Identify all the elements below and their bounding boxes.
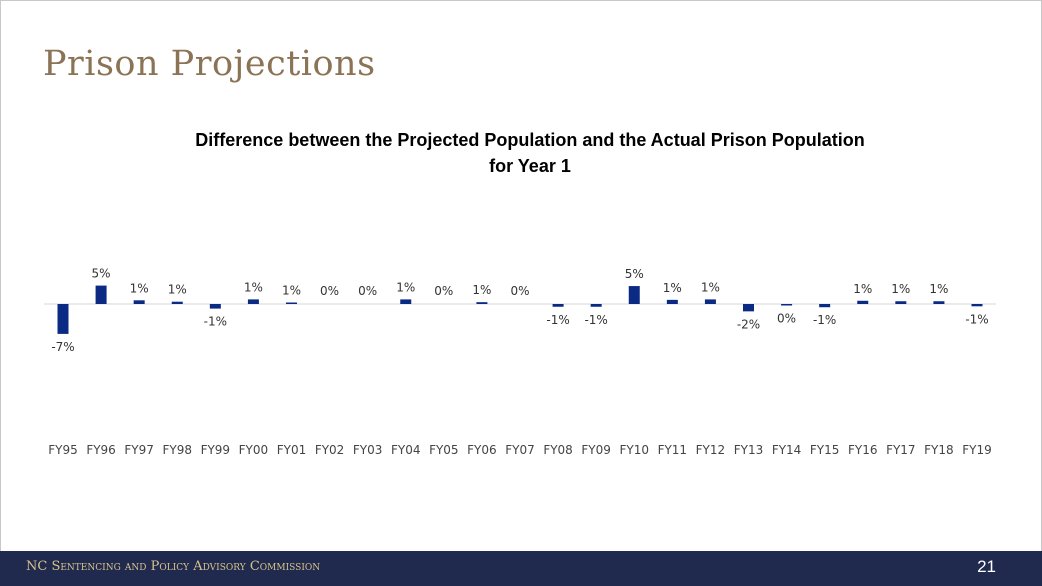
bar-fy13 [743, 304, 754, 312]
bar-fy18 [933, 301, 945, 304]
footer-organization: NC Sentencing and Policy Advisory Commis… [26, 559, 321, 574]
bar-chart: -7% FY95 5% FY96 1% FY97 1% FY98 -1% FY99 1% FY00 1%… [44, 267, 996, 457]
data-label-fy11: 1% [663, 281, 682, 295]
bar-fy95 [57, 304, 69, 334]
bar-fy99 [209, 304, 221, 309]
data-label-fy05: 0% [434, 284, 453, 298]
x-tick-fy08: FY08 [543, 443, 573, 457]
x-tick-fy15: FY15 [810, 443, 840, 457]
x-tick-fy17: FY17 [886, 443, 916, 457]
data-label-fy13: -2% [737, 317, 760, 331]
data-label-fy12: 1% [701, 280, 720, 294]
bar-fy96 [95, 285, 107, 304]
bar-fy17 [895, 301, 907, 304]
chart-title-line1: Difference between the Projected Populat… [195, 130, 865, 150]
data-label-fy98: 1% [168, 283, 187, 297]
x-tick-fy04: FY04 [391, 443, 421, 457]
data-label-fy97: 1% [130, 281, 149, 295]
bar-fy04 [400, 299, 412, 304]
x-tick-fy10: FY10 [619, 443, 649, 457]
data-label-fy10: 5% [625, 267, 644, 281]
bar-fy11 [666, 299, 678, 304]
bar-fy12 [704, 299, 716, 304]
x-tick-fy09: FY09 [581, 443, 611, 457]
page-number: 21 [977, 557, 996, 576]
bar-fy97 [133, 300, 145, 304]
x-tick-fy16: FY16 [848, 443, 878, 457]
x-tick-fy05: FY05 [429, 443, 459, 457]
x-tick-fy06: FY06 [467, 443, 497, 457]
x-tick-fy18: FY18 [924, 443, 954, 457]
x-tick-fy97: FY97 [124, 443, 154, 457]
data-label-fy15: -1% [813, 313, 836, 327]
data-label-fy08: -1% [546, 313, 569, 327]
bar-fy15 [819, 304, 831, 308]
x-tick-fy13: FY13 [734, 443, 764, 457]
bar-fy06 [476, 302, 488, 304]
bar-fy16 [857, 300, 869, 304]
x-tick-fy07: FY07 [505, 443, 535, 457]
x-tick-fy00: FY00 [239, 443, 269, 457]
x-tick-fy12: FY12 [696, 443, 726, 457]
footer-bar: NC Sentencing and Policy Advisory Commis… [0, 551, 1042, 586]
x-tick-fy99: FY99 [201, 443, 231, 457]
data-label-fy14: 0% [777, 312, 796, 326]
data-label-fy02: 0% [320, 284, 339, 298]
x-tick-fy11: FY11 [658, 443, 688, 457]
data-label-fy19: -1% [965, 312, 988, 326]
data-label-fy04: 1% [396, 280, 415, 294]
bar-fy10 [628, 286, 640, 304]
bar-fy98 [171, 301, 183, 304]
x-tick-fy14: FY14 [772, 443, 802, 457]
chart-title-line2: for Year 1 [489, 156, 571, 176]
data-label-fy03: 0% [358, 284, 377, 298]
bar-fy14 [781, 304, 793, 306]
data-label-fy01: 1% [282, 284, 301, 298]
x-tick-fy19: FY19 [962, 443, 992, 457]
data-label-fy95: -7% [51, 340, 74, 354]
bar-fy19 [971, 304, 983, 307]
data-label-fy06: 1% [472, 283, 491, 297]
bar-fy01 [286, 302, 297, 304]
data-label-fy07: 0% [510, 284, 529, 298]
x-tick-fy98: FY98 [162, 443, 192, 457]
bar-fy00 [247, 299, 259, 304]
data-label-fy99: -1% [204, 315, 227, 329]
data-label-fy16: 1% [853, 282, 872, 296]
data-label-fy18: 1% [929, 282, 948, 296]
slide-title: Prison Projections [43, 44, 376, 84]
bar-fy08 [552, 304, 564, 307]
x-tick-fy03: FY03 [353, 443, 383, 457]
data-label-fy00: 1% [244, 280, 263, 294]
x-tick-fy95: FY95 [48, 443, 78, 457]
data-label-fy96: 5% [92, 267, 111, 281]
x-tick-fy02: FY02 [315, 443, 345, 457]
x-tick-fy01: FY01 [277, 443, 307, 457]
data-label-fy09: -1% [584, 313, 607, 327]
bar-fy09 [590, 304, 602, 307]
x-tick-fy96: FY96 [86, 443, 116, 457]
data-label-fy17: 1% [891, 282, 910, 296]
